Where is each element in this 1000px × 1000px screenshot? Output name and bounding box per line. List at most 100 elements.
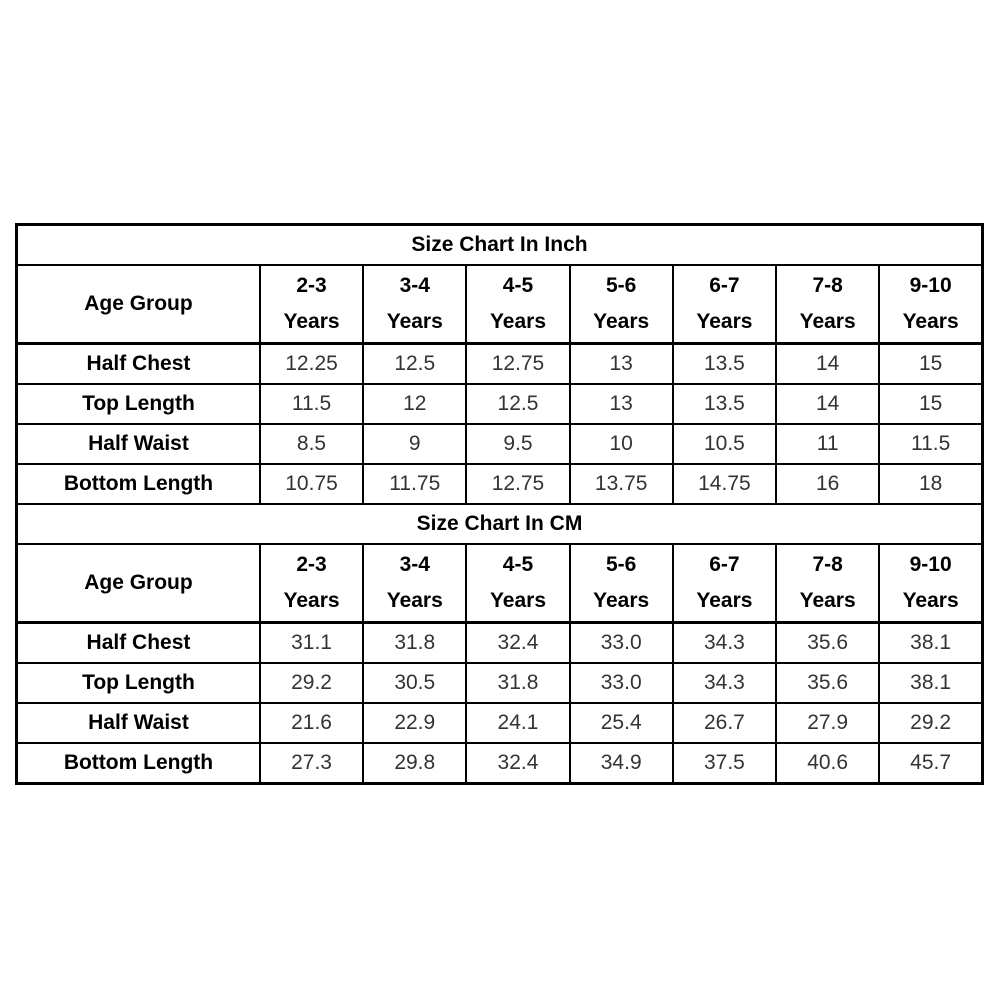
age-column-header: 9-10 Years [878,543,984,624]
years-label: Years [593,589,650,612]
measurement-value: 26.7 [671,702,778,744]
age-group-header: Age Group [15,543,261,624]
age-column-header: 2-3 Years [258,543,365,624]
years-label: Years [902,310,959,333]
measurement-value: 32.4 [465,621,571,664]
section-title-row: Size Chart In CM [15,503,984,545]
measurement-value: 13 [568,383,674,425]
measurement-value: 22.9 [362,702,468,744]
age-range-label: 2-3 [296,553,327,576]
measurement-value: 35.6 [775,621,881,664]
measurement-value: 15 [878,342,984,385]
measurement-value: 35.6 [775,662,881,704]
size-chart: Size Chart In Inch Age Group 2-3 Years 3-4 Ye… [15,223,984,785]
age-column-header: 6-7 Years [671,543,778,624]
measurement-value: 29.8 [362,742,468,785]
section-title: Size Chart In CM [15,503,984,545]
table-row: Bottom Length 27.3 29.8 32.4 34.9 37.5 40.6 45.… [15,742,984,785]
measurement-value: 15 [878,383,984,425]
measurement-value: 14 [775,342,881,385]
age-column-header: 4-5 Years [465,543,571,624]
measurement-label: Top Length [15,662,261,704]
measurement-value: 38.1 [878,662,984,704]
table-row: Half Chest 12.25 12.5 12.75 13 13.5 14 15 [15,342,984,385]
age-range-label: 6-7 [709,553,740,576]
age-range-label: 3-4 [399,553,430,576]
measurement-value: 8.5 [258,423,365,465]
age-column-header: 4-5 Years [465,264,571,345]
age-range-label: 7-8 [812,274,843,297]
measurement-label: Half Chest [15,342,261,385]
measurement-value: 16 [775,463,881,505]
measurement-value: 29.2 [878,702,984,744]
measurement-value: 31.8 [362,621,468,664]
measurement-value: 13.5 [671,342,778,385]
years-label: Years [799,310,856,333]
header-row: Age Group 2-3 Years 3-4 Years 4-5 Years 5-6 Year… [15,543,984,624]
measurement-value: 27.9 [775,702,881,744]
years-label: Years [593,310,650,333]
measurement-value: 21.6 [258,702,365,744]
measurement-value: 10.5 [671,423,778,465]
measurement-value: 9 [362,423,468,465]
age-range-label: 4-5 [502,553,534,576]
measurement-value: 45.7 [878,742,984,785]
years-label: Years [696,310,753,333]
measurement-value: 13 [568,342,674,385]
age-column-header: 9-10 Years [878,264,984,345]
age-range-label: 4-5 [502,274,534,297]
measurement-value: 40.6 [775,742,881,785]
measurement-value: 24.1 [465,702,571,744]
measurement-value: 29.2 [258,662,365,704]
measurement-value: 31.1 [258,621,365,664]
years-label: Years [489,589,546,612]
age-range-label: 7-8 [812,553,843,576]
measurement-value: 9.5 [465,423,571,465]
age-column-header: 5-6 Years [568,264,674,345]
age-group-header: Age Group [15,264,261,345]
years-label: Years [283,310,340,333]
age-column-header: 6-7 Years [671,264,778,345]
measurement-value: 12.25 [258,342,365,385]
measurement-value: 38.1 [878,621,984,664]
table-row: Half Waist 21.6 22.9 24.1 25.4 26.7 27.9 29.2 [15,702,984,744]
size-chart-body: Size Chart In Inch Age Group 2-3 Years 3-4 Ye… [15,223,984,785]
measurement-value: 12.75 [465,342,571,385]
measurement-value: 27.3 [258,742,365,785]
measurement-value: 33.0 [568,621,674,664]
section-title: Size Chart In Inch [15,223,984,266]
measurement-label: Half Waist [15,702,261,744]
measurement-value: 37.5 [671,742,778,785]
measurement-value: 25.4 [568,702,674,744]
age-range-label: 5-6 [606,274,637,297]
years-label: Years [696,589,753,612]
age-range-label: 3-4 [399,274,430,297]
header-row: Age Group 2-3 Years 3-4 Years 4-5 Years 5-6 Year… [15,264,984,345]
years-label: Years [799,589,856,612]
table-row: Top Length 29.2 30.5 31.8 33.0 34.3 35.6 38.1 [15,662,984,704]
measurement-value: 11 [775,423,881,465]
measurement-value: 34.3 [671,662,778,704]
measurement-value: 10.75 [258,463,365,505]
measurement-value: 11.75 [362,463,468,505]
measurement-value: 11.5 [258,383,365,425]
measurement-label: Half Chest [15,621,261,664]
measurement-value: 18 [878,463,984,505]
measurement-value: 30.5 [362,662,468,704]
measurement-value: 11.5 [878,423,984,465]
measurement-value: 12.5 [465,383,571,425]
age-column-header: 7-8 Years [775,543,881,624]
measurement-value: 34.3 [671,621,778,664]
measurement-label: Half Waist [15,423,261,465]
age-column-header: 3-4 Years [362,264,468,345]
years-label: Years [283,589,340,612]
table-row: Half Chest 31.1 31.8 32.4 33.0 34.3 35.6 38.1 [15,621,984,664]
measurement-value: 12 [362,383,468,425]
years-label: Years [489,310,546,333]
measurement-value: 14 [775,383,881,425]
age-column-header: 3-4 Years [362,543,468,624]
measurement-value: 10 [568,423,674,465]
measurement-label: Bottom Length [15,742,261,785]
measurement-value: 33.0 [568,662,674,704]
table-row: Half Waist 8.5 9 9.5 10 10.5 11 11.5 [15,423,984,465]
